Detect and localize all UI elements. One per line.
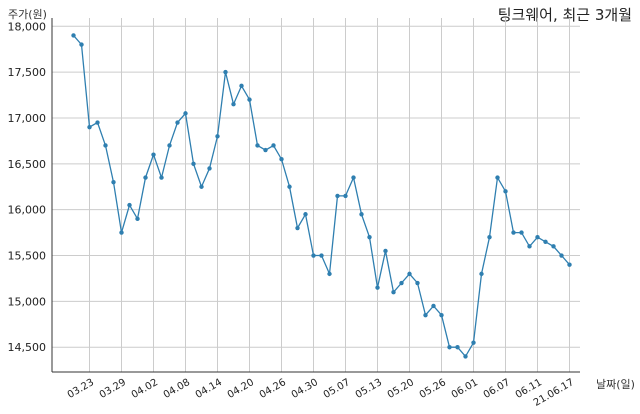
data-point <box>295 225 300 231</box>
chart-title: 팅크웨어, 최근 3개월 <box>497 6 632 24</box>
data-point <box>247 97 252 102</box>
data-point <box>199 184 204 189</box>
data-point <box>175 120 180 125</box>
x-tick-label: 04.20 <box>226 377 256 401</box>
data-point <box>399 280 404 286</box>
data-point <box>103 143 108 148</box>
x-tick-label: 03.23 <box>66 377 96 401</box>
data-point <box>367 234 372 240</box>
data-point <box>239 83 244 89</box>
data-point <box>439 312 444 318</box>
data-point <box>95 120 100 125</box>
data-point <box>87 124 92 130</box>
x-tick-label: 05.26 <box>418 377 448 401</box>
data-point <box>559 253 564 258</box>
data-point <box>351 175 356 180</box>
x-tick-label: 04.14 <box>194 377 224 401</box>
data-point <box>503 189 508 194</box>
data-point <box>463 354 468 359</box>
data-point <box>535 234 540 240</box>
data-point <box>511 230 516 235</box>
data-point <box>335 193 340 199</box>
data-point <box>527 244 532 249</box>
data-point <box>111 179 116 185</box>
data-point <box>543 239 548 244</box>
data-point <box>215 134 220 139</box>
data-point <box>207 166 212 171</box>
y-axis-label: 주가(원) <box>8 8 47 21</box>
data-point <box>311 253 316 258</box>
data-point <box>279 157 284 162</box>
x-tick-label: 04.30 <box>290 377 320 401</box>
data-point <box>343 193 348 199</box>
y-tick-label: 16,000 <box>8 204 47 217</box>
y-tick-label: 15,500 <box>8 250 47 263</box>
data-point <box>487 234 492 240</box>
data-point <box>327 271 332 277</box>
data-point <box>431 303 436 309</box>
data-point <box>263 147 268 153</box>
data-point <box>407 271 412 277</box>
data-point <box>183 111 188 116</box>
x-tick-label: 05.20 <box>386 377 416 401</box>
y-tick-label: 15,000 <box>8 295 47 308</box>
data-point <box>127 202 132 208</box>
x-tick-label: 05.07 <box>322 377 352 401</box>
data-point <box>159 175 164 180</box>
x-tick-label: 04.26 <box>258 377 288 401</box>
data-point <box>231 102 236 107</box>
data-point <box>415 280 420 286</box>
y-tick-label: 18,000 <box>8 20 47 33</box>
data-point <box>375 285 380 290</box>
data-point <box>303 212 308 217</box>
series-line <box>73 34 570 358</box>
data-point <box>495 175 500 180</box>
x-tick-label: 03.29 <box>98 377 128 401</box>
data-point <box>271 143 276 148</box>
data-point <box>287 184 292 189</box>
y-tick-label: 14,500 <box>8 341 47 354</box>
data-point <box>423 312 428 318</box>
data-point <box>519 230 524 235</box>
data-point <box>319 253 324 258</box>
data-point <box>391 290 396 295</box>
y-tick-label: 16,500 <box>8 158 47 171</box>
data-point <box>447 345 452 350</box>
data-point <box>191 161 196 167</box>
data-point <box>567 262 572 267</box>
x-tick-label: 05.13 <box>354 377 384 401</box>
data-point <box>119 230 124 235</box>
data-point <box>135 216 140 222</box>
data-point <box>471 340 476 345</box>
data-point <box>383 248 388 254</box>
data-point <box>255 143 260 148</box>
data-point <box>71 33 76 38</box>
data-point <box>223 69 228 75</box>
x-tick-label: 04.08 <box>162 377 192 401</box>
data-point <box>479 271 484 277</box>
data-point <box>455 345 460 350</box>
data-point <box>151 152 156 157</box>
x-tick-label: 04.02 <box>130 377 160 401</box>
y-tick-label: 17,500 <box>8 66 47 79</box>
data-point <box>551 244 556 249</box>
x-axis-label: 날짜(일) <box>596 378 635 391</box>
data-point <box>167 143 172 148</box>
y-tick-label: 17,000 <box>8 112 47 125</box>
data-point <box>143 175 148 180</box>
x-tick-label: 06.01 <box>450 377 480 401</box>
data-point <box>79 42 84 47</box>
x-tick-label: 06.07 <box>482 377 512 401</box>
data-point <box>359 212 364 217</box>
